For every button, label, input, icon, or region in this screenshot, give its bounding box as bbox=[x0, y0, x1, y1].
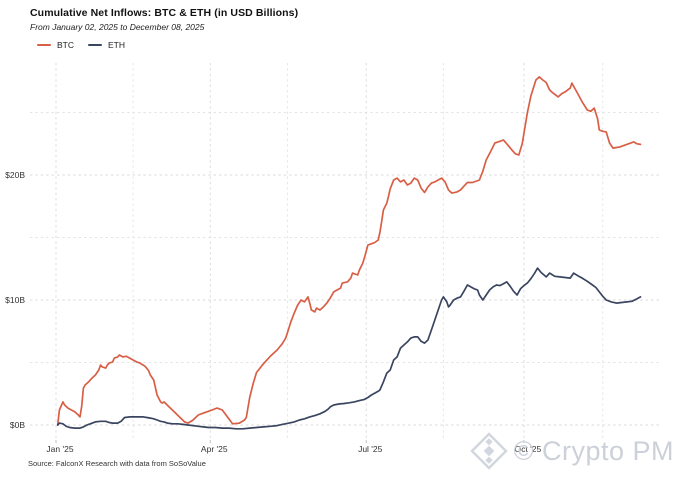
legend-label-btc: BTC bbox=[57, 40, 74, 50]
y-axis-label: $10B bbox=[5, 295, 25, 305]
gridlines-major bbox=[30, 63, 661, 443]
legend-label-eth: ETH bbox=[108, 40, 125, 50]
eth-line bbox=[56, 267, 642, 430]
btc-line bbox=[56, 76, 642, 426]
watermark: © Crypto PM bbox=[469, 431, 674, 471]
y-axis-labels: $0B $10B $20B bbox=[5, 170, 25, 430]
eth-line-swatch-icon bbox=[88, 43, 102, 47]
x-axis-label: Jul '25 bbox=[358, 444, 383, 454]
x-axis-label: Jan '25 bbox=[46, 444, 73, 454]
y-axis-label: $0B bbox=[10, 420, 25, 430]
x-axis-label: Oct '25 bbox=[515, 444, 542, 454]
diamond-logo-icon bbox=[469, 432, 508, 470]
y-axis-label: $20B bbox=[5, 170, 25, 180]
legend-item-btc: BTC bbox=[37, 40, 74, 50]
source-note: Source: FalconX Research with data from … bbox=[28, 459, 206, 468]
watermark-text: © Crypto PM bbox=[513, 435, 674, 466]
gridlines-minor bbox=[30, 63, 661, 440]
legend-item-eth: ETH bbox=[88, 40, 125, 50]
x-axis-label: Apr '25 bbox=[201, 444, 228, 454]
page-subtitle: From January 02, 2025 to December 08, 20… bbox=[30, 22, 205, 32]
series-lines bbox=[56, 76, 642, 430]
x-axis-labels: Jan '25 Apr '25 Jul '25 Oct '25 bbox=[46, 444, 541, 454]
btc-line-swatch-icon bbox=[37, 43, 51, 47]
page-title: Cumulative Net Inflows: BTC & ETH (in US… bbox=[30, 7, 299, 19]
legend: BTC ETH bbox=[37, 40, 125, 50]
